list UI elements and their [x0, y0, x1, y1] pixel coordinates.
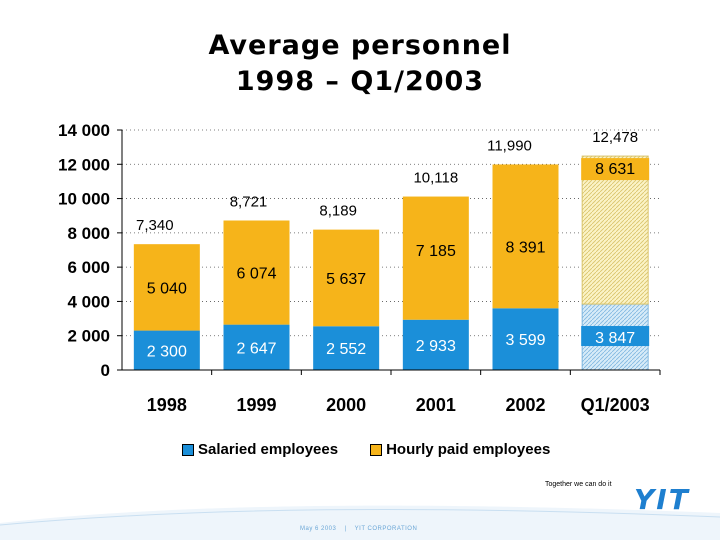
bars: 2 300 5 040 7,340 2 647 6 074 8,721 2 552 5 637…: [133, 129, 650, 371]
x-tick-label: 2002: [505, 395, 545, 415]
bar-hourly: [313, 229, 380, 327]
y-tick-label: 12 000: [58, 155, 110, 174]
bar-salaried: [492, 308, 559, 370]
chart-title: Average personnel 1998 – Q1/2003: [0, 28, 720, 100]
legend-label-hourly: Hourly paid employees: [386, 441, 551, 458]
data-label-hourly: 8 631: [595, 161, 635, 178]
footer-wave: [0, 505, 720, 540]
y-tick-label: 4 000: [67, 292, 110, 311]
y-tick-label: 0: [101, 361, 110, 380]
data-label-bg-hourly: [581, 158, 650, 181]
data-label-salaried: 3 847: [595, 330, 635, 347]
bar-hourly: [133, 244, 200, 331]
bar-hourly: [223, 220, 290, 325]
x-tick-label: 1998: [147, 395, 187, 415]
y-tick-label: 10 000: [58, 190, 110, 209]
legend-label-salaried: Salaried employees: [198, 441, 339, 458]
x-axis: 1998 1999 2000 2001 2002 Q1/2003: [122, 369, 661, 415]
bar-hourly: [402, 196, 469, 320]
y-tick-label: 2 000: [67, 327, 110, 346]
bar-salaried: [133, 330, 200, 370]
data-label-total: 7,340: [136, 217, 174, 234]
y-tick-label: 14 000: [58, 121, 110, 140]
data-label-salaried: 2 933: [416, 338, 456, 355]
legend: Salaried employees Hourly paid employees: [182, 441, 582, 458]
x-tick-label: 2000: [326, 395, 366, 415]
bar-hourly: [581, 155, 649, 305]
data-label-hourly: 8 391: [505, 239, 545, 256]
data-label-salaried: 2 300: [147, 343, 187, 360]
footer-company: YIT CORPORATION: [354, 526, 418, 532]
x-tick-label: 1999: [236, 395, 276, 415]
data-label-hourly: 5 040: [147, 280, 187, 297]
y-axis: 0 2 000 4 000 6 000 8 000 10 000 12 000 14 000: [58, 121, 123, 380]
footer-date: May 6 2003: [300, 526, 337, 532]
data-label-total: 8,721: [230, 193, 268, 210]
data-label-hourly: 5 637: [326, 271, 366, 288]
legend-swatch-salaried: [182, 443, 194, 456]
bar-hourly: [492, 164, 559, 309]
bar-salaried: [223, 324, 290, 370]
data-label-total: 11,990: [487, 137, 532, 154]
footer-separator: |: [344, 526, 347, 532]
data-label-salaried: 3 599: [505, 332, 545, 349]
x-tick-label: Q1/2003: [581, 395, 650, 415]
x-tick-label: 2001: [416, 395, 456, 415]
data-label-salaried: 2 647: [236, 340, 276, 357]
legend-item-hourly: Hourly paid employees: [370, 441, 550, 458]
legend-swatch-hourly: [370, 443, 383, 456]
bar-salaried: [313, 326, 380, 370]
data-label-total: 8,189: [319, 203, 357, 220]
tagline: Together we can do it: [545, 481, 612, 488]
data-label-bg-salaried: [581, 326, 650, 347]
chart-title-line-2: 1998 – Q1/2003: [235, 66, 485, 97]
legend-item-salaried: Salaried employees: [182, 441, 338, 458]
chart-title-line-1: Average personnel: [208, 30, 512, 61]
data-label-total: 12,478: [592, 129, 638, 146]
data-label-hourly: 7 185: [416, 243, 456, 260]
data-label-salaried: 2 552: [326, 341, 366, 358]
grid-lines: [122, 129, 660, 337]
data-label-total: 10,118: [413, 170, 458, 187]
footer-bar: May 6 2003 | YIT CORPORATION: [300, 526, 423, 532]
yit-logo: YIT: [634, 483, 690, 516]
y-tick-label: 8 000: [67, 224, 110, 243]
data-label-hourly: 6 074: [236, 266, 276, 283]
y-tick-label: 6 000: [67, 258, 110, 277]
bar-salaried: [402, 319, 469, 370]
